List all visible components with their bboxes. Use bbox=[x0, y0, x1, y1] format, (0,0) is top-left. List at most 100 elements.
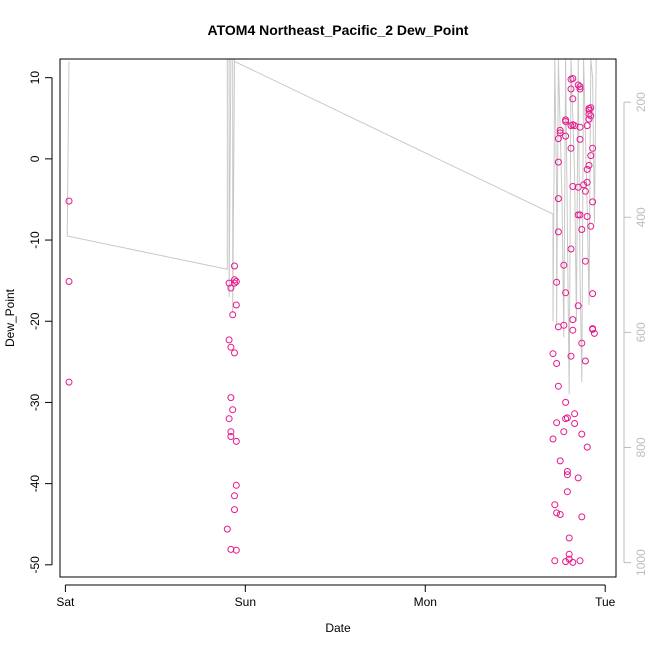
data-point bbox=[569, 183, 577, 190]
trace-series-line bbox=[66, 58, 597, 395]
data-point bbox=[231, 276, 238, 284]
data-point bbox=[580, 181, 588, 189]
data-point bbox=[576, 83, 584, 91]
data-point bbox=[232, 481, 240, 489]
data-point bbox=[581, 187, 589, 195]
y-right-tick-label: 800 bbox=[634, 437, 648, 457]
data-point bbox=[571, 410, 579, 418]
chart-title: ATOM4 Northeast_Pacific_2 Dew_Point bbox=[208, 22, 469, 38]
data-point bbox=[565, 534, 573, 542]
data-point bbox=[574, 474, 582, 482]
x-tick-label: Sun bbox=[235, 595, 256, 609]
data-point bbox=[231, 506, 238, 514]
points-layer bbox=[65, 75, 598, 566]
data-point bbox=[562, 116, 570, 124]
data-point bbox=[567, 352, 575, 360]
data-point bbox=[225, 415, 233, 423]
data-point bbox=[65, 378, 73, 386]
data-point bbox=[554, 228, 562, 236]
data-point bbox=[567, 144, 575, 152]
data-point bbox=[574, 302, 582, 310]
data-point bbox=[231, 492, 238, 500]
data-point bbox=[551, 501, 559, 509]
x-axis-label: Date bbox=[325, 621, 351, 635]
data-point bbox=[65, 197, 73, 205]
data-point bbox=[569, 558, 577, 566]
data-point bbox=[587, 152, 595, 160]
data-point bbox=[556, 126, 564, 134]
data-point bbox=[569, 326, 577, 334]
data-point bbox=[569, 316, 577, 324]
x-axis: Sat Sun Mon Tue bbox=[56, 584, 616, 609]
data-point bbox=[231, 349, 238, 357]
y-tick-label: 0 bbox=[28, 155, 42, 162]
data-point bbox=[585, 105, 593, 112]
data-point bbox=[232, 278, 240, 285]
data-point bbox=[554, 382, 562, 390]
data-point bbox=[554, 195, 562, 203]
y-right-tick-label: 600 bbox=[634, 322, 648, 342]
data-point bbox=[590, 329, 598, 337]
data-point bbox=[556, 511, 564, 518]
data-point bbox=[567, 245, 575, 253]
y-right-tick-label: 1000 bbox=[634, 549, 648, 576]
data-point bbox=[227, 428, 235, 436]
data-point bbox=[65, 278, 73, 285]
data-point bbox=[227, 545, 235, 553]
data-point bbox=[569, 75, 577, 82]
y-tick-label: -30 bbox=[28, 393, 42, 411]
y-axis: 10 0 -10 -20 -30 -40 -50 bbox=[28, 71, 53, 574]
data-point bbox=[549, 350, 557, 358]
data-point bbox=[576, 123, 584, 131]
x-tick-label: Mon bbox=[414, 595, 437, 609]
data-point bbox=[585, 115, 593, 123]
data-point bbox=[569, 95, 577, 103]
data-point bbox=[589, 144, 597, 152]
data-point bbox=[563, 468, 571, 475]
data-point bbox=[232, 546, 240, 554]
data-point bbox=[576, 135, 584, 143]
data-point bbox=[227, 433, 235, 440]
data-point bbox=[589, 198, 597, 206]
data-point bbox=[227, 394, 235, 402]
data-point bbox=[227, 343, 235, 351]
data-point bbox=[232, 301, 240, 309]
data-point bbox=[560, 428, 568, 436]
data-point bbox=[587, 112, 595, 120]
data-point bbox=[581, 257, 589, 265]
plot-frame bbox=[59, 58, 617, 578]
y-tick-label: -20 bbox=[28, 312, 42, 330]
data-point bbox=[227, 284, 235, 292]
y-tick-label: -50 bbox=[28, 556, 42, 574]
data-point bbox=[553, 419, 561, 427]
data-point bbox=[583, 122, 591, 130]
y-right-tick-label: 200 bbox=[634, 92, 648, 112]
data-point bbox=[556, 129, 564, 137]
data-point bbox=[562, 132, 570, 140]
data-point bbox=[553, 360, 561, 367]
data-point bbox=[576, 85, 584, 93]
data-point bbox=[578, 339, 586, 347]
data-point bbox=[229, 406, 237, 414]
data-point bbox=[574, 81, 582, 89]
trace-layer bbox=[66, 58, 597, 395]
data-point bbox=[583, 165, 591, 173]
data-point bbox=[231, 279, 238, 287]
y-axis-label: Dew_Point bbox=[3, 288, 17, 347]
y-tick-label: 10 bbox=[28, 71, 42, 85]
data-point bbox=[553, 509, 561, 517]
data-point bbox=[578, 513, 586, 521]
y-axis-right: 200 400 600 800 1000 bbox=[623, 92, 648, 576]
data-point bbox=[571, 420, 579, 427]
data-point bbox=[563, 488, 571, 496]
x-tick-label: Sat bbox=[56, 595, 75, 609]
data-point bbox=[223, 525, 231, 533]
data-point bbox=[587, 222, 595, 230]
data-point bbox=[562, 558, 570, 566]
data-point bbox=[589, 325, 597, 333]
data-point bbox=[231, 262, 238, 270]
y-right-tick-label: 400 bbox=[634, 207, 648, 227]
data-point bbox=[560, 261, 568, 269]
data-point bbox=[567, 85, 575, 93]
